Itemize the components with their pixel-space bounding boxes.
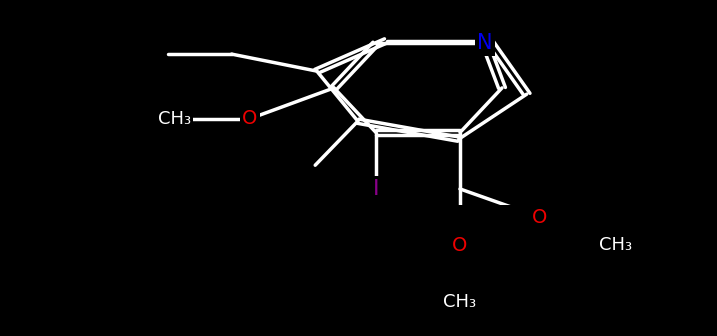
Text: I: I (373, 179, 379, 199)
Text: CH₃: CH₃ (443, 293, 477, 311)
Text: O: O (452, 236, 467, 255)
Text: N: N (478, 33, 493, 53)
Text: O: O (532, 208, 548, 227)
Text: O: O (242, 109, 257, 128)
Text: CH₃: CH₃ (158, 110, 191, 128)
Text: CH₃: CH₃ (599, 236, 632, 254)
